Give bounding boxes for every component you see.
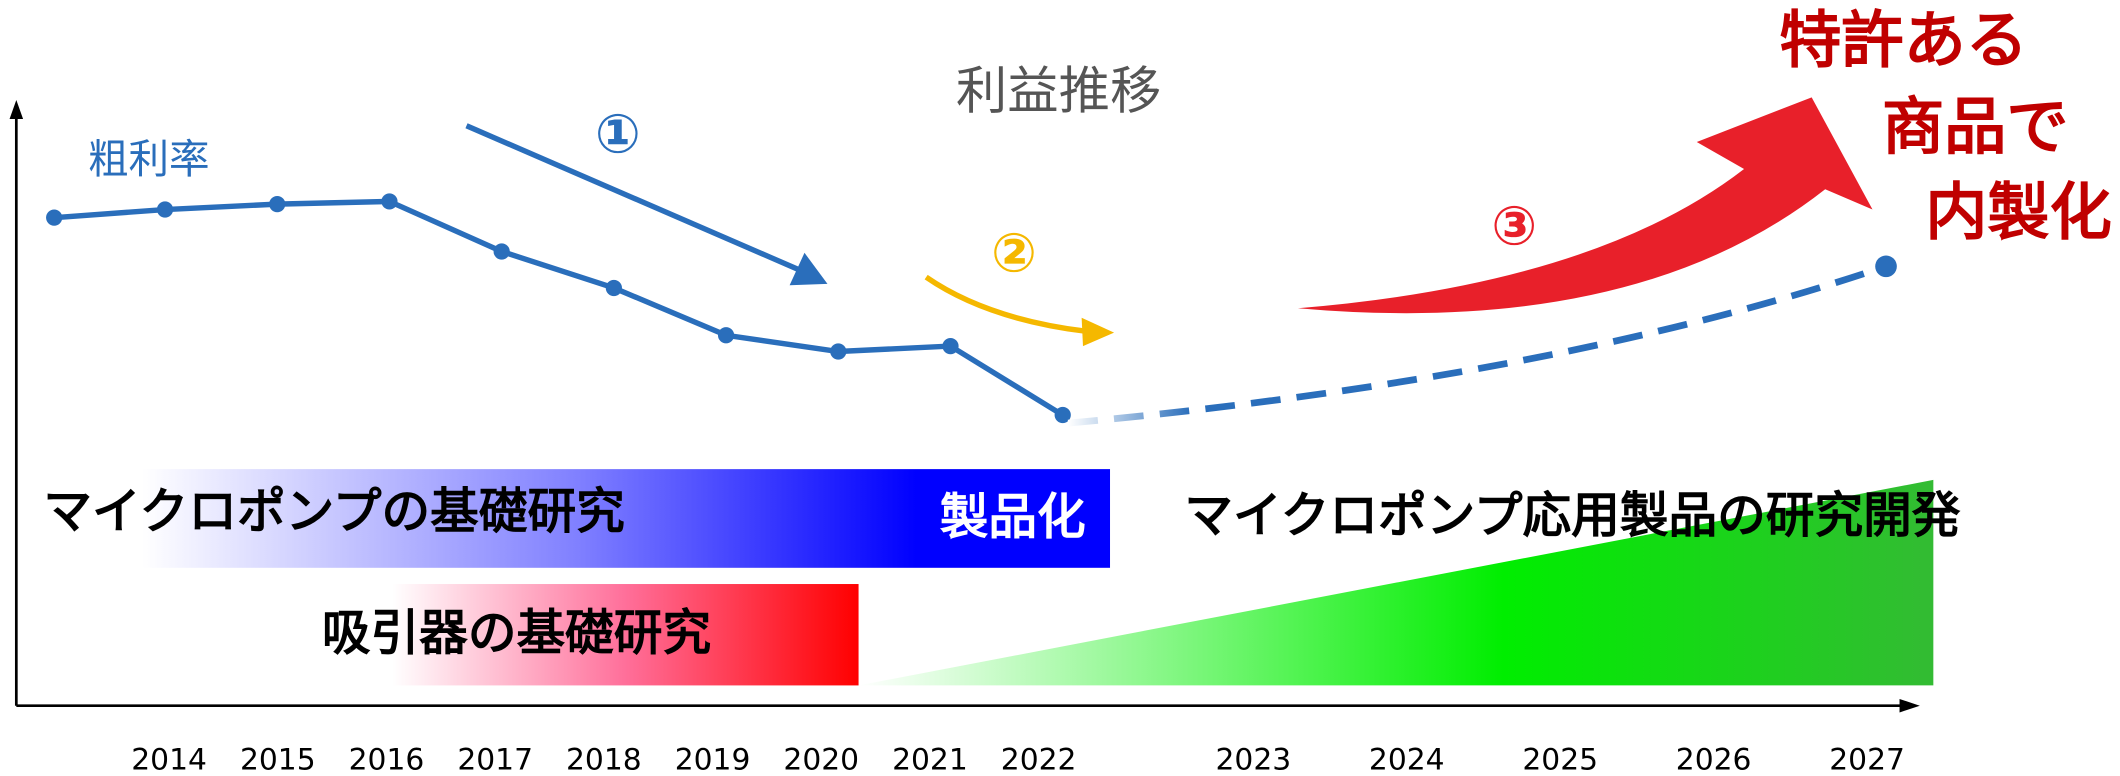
applied-rd-wedge — [858, 479, 1934, 686]
marker: ① — [595, 103, 641, 166]
year-label: 2014 — [131, 743, 207, 776]
bar-label: 吸引器の基礎研究 — [322, 606, 711, 662]
marker: ③ — [1491, 194, 1537, 257]
bar-label: マイクロポンプ応用製品の研究開発 — [1184, 488, 1960, 544]
year-label: 2026 — [1676, 743, 1752, 776]
callout: 特許ある — [1779, 4, 2028, 77]
year-label: 2024 — [1369, 743, 1445, 776]
arrow-2-head — [1081, 317, 1115, 347]
arrow-2 — [924, 274, 1087, 334]
x-axis-arrow — [1899, 698, 1920, 713]
aspirator-bar — [392, 584, 859, 686]
year-label: 2023 — [1215, 743, 1291, 776]
title: 利益推移 — [956, 62, 1161, 122]
year-label: 2022 — [1001, 743, 1077, 776]
year-label: 2017 — [457, 743, 533, 776]
forecast-point — [1875, 255, 1897, 278]
year-label: 2018 — [566, 743, 642, 776]
y-axis-arrow — [9, 100, 24, 119]
year-label: 2020 — [783, 743, 859, 776]
arrow-1-head — [789, 252, 828, 286]
year-label: 2027 — [1829, 743, 1905, 776]
arrow-3 — [1297, 97, 1873, 314]
profit-line — [53, 198, 1065, 418]
arrow-1 — [465, 123, 802, 273]
line-label: 粗利率 — [88, 135, 210, 183]
marker: ② — [991, 222, 1037, 285]
year-label: 2019 — [675, 743, 751, 776]
year-labels: 2014 2015 2016 2017 2018 2019 2020 2021 2022 2023… — [131, 743, 1905, 776]
profit-points — [46, 193, 1071, 424]
callout: 内製化 — [1925, 175, 2112, 248]
year-label: 2015 — [240, 743, 316, 776]
year-label: 2021 — [892, 743, 968, 776]
callout: 商品で — [1882, 90, 2069, 163]
micropump-bar — [142, 469, 1111, 568]
bar-label: 製品化 — [940, 489, 1086, 545]
bar-label: マイクロポンプの基礎研究 — [43, 484, 624, 540]
year-label: 2025 — [1522, 743, 1598, 776]
year-label: 2016 — [349, 743, 425, 776]
